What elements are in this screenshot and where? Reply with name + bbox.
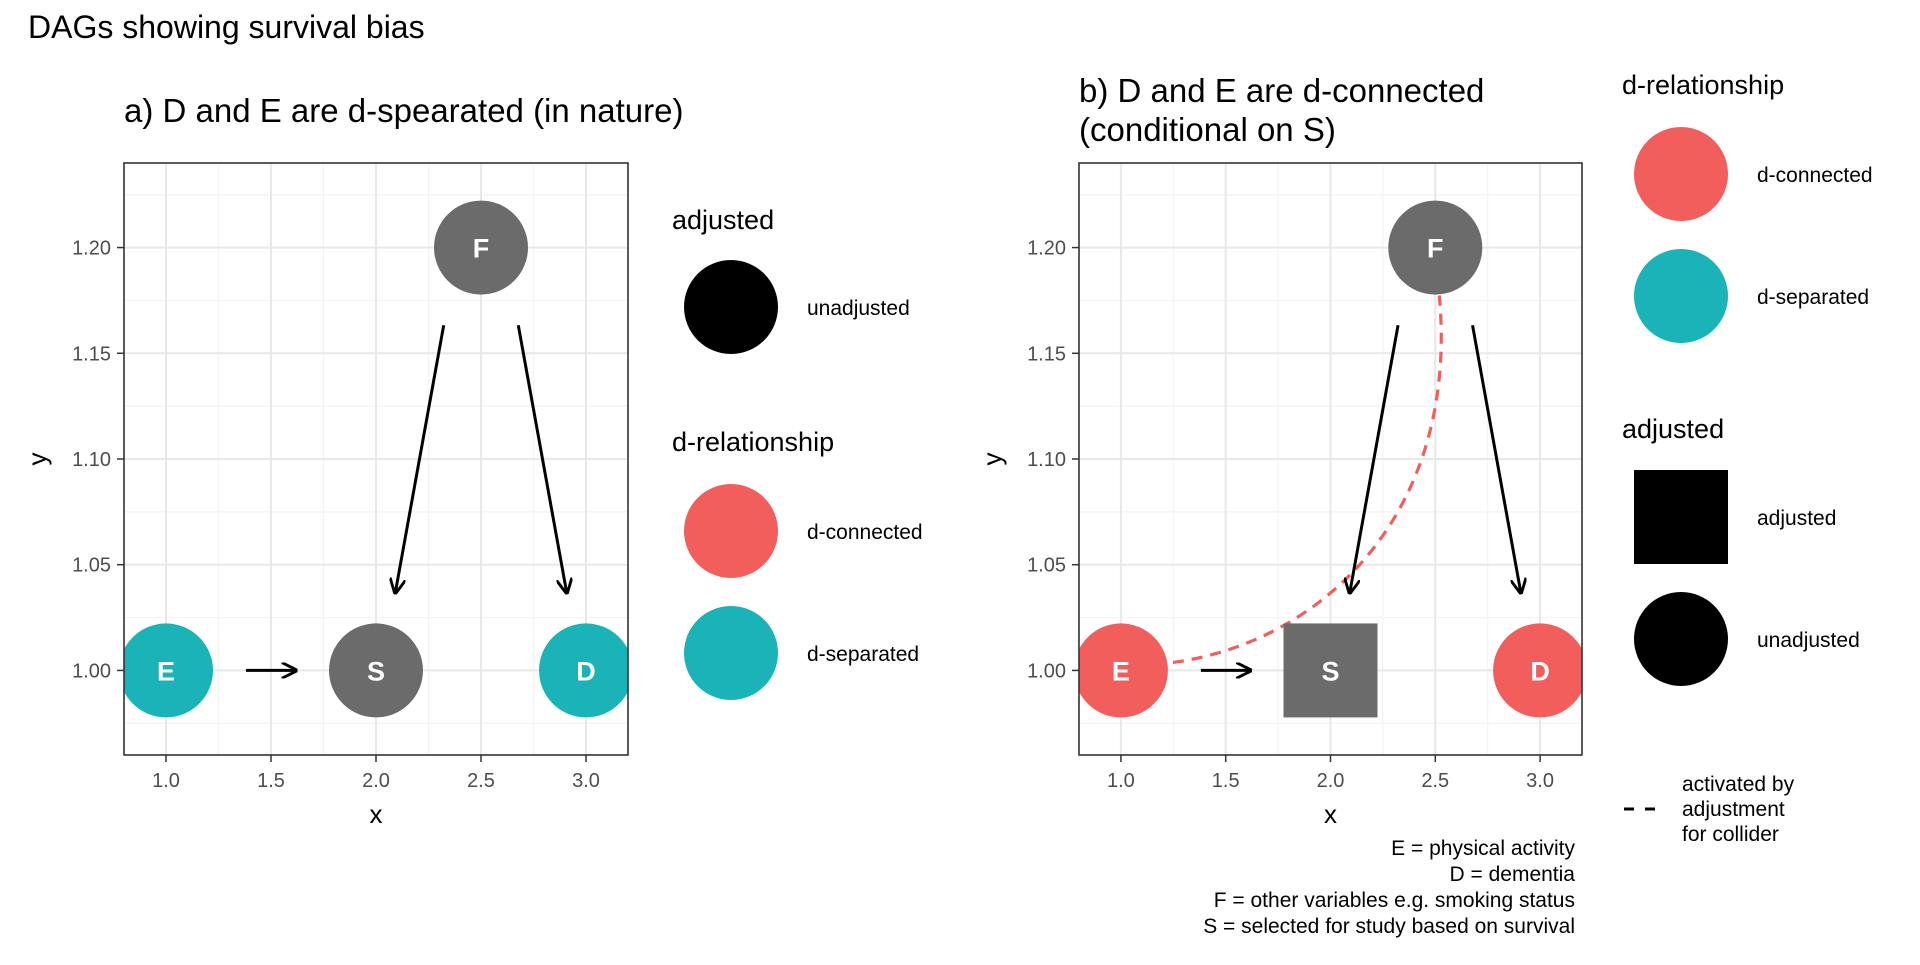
plot-content: E S D F	[1079, 200, 1582, 718]
node-F-label: F	[1427, 234, 1444, 264]
legend-label: d-separated	[807, 643, 919, 666]
legend-title: adjusted	[1622, 414, 1724, 444]
node-E-circle	[1079, 623, 1168, 718]
legend-title: d-relationship	[672, 427, 834, 457]
node-S-label: S	[367, 656, 385, 686]
edge-F-S	[1350, 324, 1400, 593]
node-D-circle	[539, 623, 628, 718]
legend-key-d-connected	[684, 484, 778, 578]
caption-line: E = physical activity	[1391, 837, 1575, 860]
x-tick-label: 2.0	[362, 770, 390, 792]
node-D-label: D	[1530, 656, 1550, 686]
node-F-circle	[1388, 200, 1483, 295]
node-D-label: D	[576, 656, 596, 686]
x-tick-label: 1.5	[257, 770, 285, 792]
x-tick-label: 2.0	[1317, 770, 1345, 792]
legend-key-unadjusted	[684, 260, 778, 354]
panel-b: b) D and E are d-connected(conditional o…	[977, 72, 1583, 829]
legend-label: d-separated	[1757, 286, 1869, 309]
node-E-label: E	[157, 656, 175, 686]
legend-b: d-relationship d-connected d-separated adju…	[1622, 70, 1873, 846]
legend-key-d-separated	[684, 606, 778, 700]
node-S-square	[1283, 623, 1378, 718]
panel-border	[123, 162, 629, 756]
node-S-circle	[329, 623, 423, 718]
y-tick-label: 1.15	[1027, 343, 1066, 365]
panel-title: (conditional on S)	[1079, 111, 1336, 148]
y-tick-label: 1.15	[72, 343, 111, 365]
legend-key-unadjusted	[1634, 592, 1728, 686]
node-E-circle	[124, 623, 213, 718]
x-tick-label: 3.0	[1526, 770, 1554, 792]
node-F-label: F	[473, 234, 490, 264]
edge-F-D	[516, 324, 566, 593]
legend-label: activated by	[1682, 773, 1795, 796]
caption-line: S = selected for study based on survival	[1203, 915, 1575, 938]
x-tick-label: 2.5	[467, 770, 495, 792]
legend-key-d-separated	[1634, 249, 1728, 343]
caption: E = physical activity D = dementia F = oth…	[1203, 837, 1575, 938]
caption-line: D = dementia	[1450, 863, 1576, 886]
legend-title: d-relationship	[1622, 70, 1784, 100]
caption-line: F = other variables e.g. smoking status	[1214, 889, 1575, 912]
legend-label: unadjusted	[1757, 629, 1860, 652]
y-tick-label: 1.20	[1027, 238, 1066, 260]
y-tick-label: 1.00	[1027, 660, 1066, 682]
y-tick-label: 1.10	[72, 449, 111, 471]
y-tick-label: 1.00	[72, 660, 111, 682]
edge-F-S	[395, 324, 446, 593]
legend-key-d-connected	[1634, 127, 1728, 221]
legend-title: adjusted	[672, 205, 774, 235]
y-tick-label: 1.10	[1027, 449, 1066, 471]
x-tick-label: 1.0	[1107, 770, 1135, 792]
node-F-circle	[434, 200, 528, 295]
figure-title: DAGs showing survival bias	[28, 9, 425, 45]
panel-a: a) D and E are d-spearated (in nature) 1.…	[22, 92, 683, 829]
node-D-circle	[1493, 623, 1582, 718]
panel-border	[1078, 162, 1583, 756]
legend-label: adjustment	[1682, 798, 1785, 821]
node-S-label: S	[1321, 656, 1339, 686]
x-tick-label: 2.5	[1421, 770, 1449, 792]
y-tick-label: 1.20	[72, 238, 111, 260]
y-tick-label: 1.05	[1027, 555, 1066, 577]
legend-label: d-connected	[807, 521, 923, 544]
y-axis-title: y	[22, 453, 52, 466]
x-tick-label: 3.0	[572, 770, 600, 792]
legend-label: for collider	[1682, 823, 1779, 846]
x-axis-title: x	[370, 799, 383, 829]
y-tick-label: 1.05	[72, 555, 111, 577]
legend-label: unadjusted	[807, 297, 910, 320]
x-axis-title: x	[1324, 799, 1337, 829]
x-tick-label: 1.0	[152, 770, 180, 792]
legend-label: adjusted	[1757, 507, 1836, 530]
y-axis-title: y	[977, 453, 1007, 466]
x-tick-label: 1.5	[1212, 770, 1240, 792]
legend-a: adjusted unadjusted d-relationship d-connec…	[672, 205, 923, 700]
panel-title: a) D and E are d-spearated (in nature)	[124, 92, 683, 129]
plot-content: E S D F	[124, 200, 628, 718]
node-E-label: E	[1112, 656, 1130, 686]
panel-title: b) D and E are d-connected	[1079, 72, 1484, 109]
activated-path	[1172, 295, 1443, 665]
legend-key-adjusted	[1634, 470, 1728, 564]
edge-F-D	[1471, 324, 1521, 593]
legend-label: d-connected	[1757, 164, 1873, 187]
